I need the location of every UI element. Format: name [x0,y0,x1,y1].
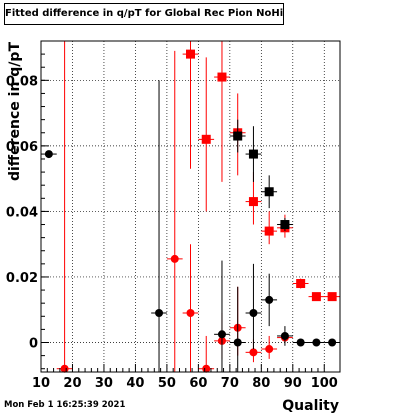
data-point-circle [249,348,258,357]
x-tick-label: 60 [189,376,207,391]
chart-title: Fitted difference in q/pT for Global Rec… [4,3,284,25]
data-point-square [186,49,195,59]
data-point-square [264,226,274,236]
data-point-circle [217,330,226,339]
x-tick-label: 80 [252,376,270,391]
x-tick-label: 40 [126,376,144,391]
data-point-square [248,197,258,207]
data-point-square [264,187,274,197]
data-point-circle [280,331,289,340]
x-tick-label: 100 [311,376,338,391]
data-point-square [311,292,321,302]
data-point-circle [170,254,179,263]
data-point-square [248,149,258,159]
data-point-square [233,131,243,141]
data-point-square [201,134,211,144]
data-point-circle [328,338,337,347]
data-point-circle [249,309,258,318]
x-tick-label: 90 [284,376,302,391]
x-tick-label: 30 [95,376,113,391]
data-point-square [327,292,337,302]
x-axis-title: Quality [282,398,339,414]
data-point-circle [155,309,164,318]
axes: 10 20 30 40 50 60 70 80 90 100 0 0.02 0.04 0.06 0.08 [6,53,338,391]
data-point-circle [233,338,242,347]
x-tick-label: 50 [158,376,176,391]
y-axis-title: difference in q/pT [7,42,23,181]
data-point-square [217,72,227,82]
data-markers [41,41,340,373]
y-tick-label: 0.04 [6,205,38,220]
y-tick-label: 0.08 [6,74,38,89]
x-tick-label: 70 [221,376,239,391]
data-point-circle [186,309,195,318]
timestamp: Mon Feb 1 16:25:39 2021 [4,400,126,410]
plot-frame [40,40,341,373]
y-tick-label: 0.06 [6,140,38,155]
x-tick-label: 10 [32,376,50,391]
data-point-square [280,220,290,230]
series-2 [56,41,293,373]
grid-lines [41,41,340,372]
y-tick-label: 0.02 [6,271,38,286]
data-point-circle [265,295,274,304]
series-3 [229,119,293,232]
data-point-circle [265,345,274,354]
data-point-circle [312,338,321,347]
x-tick-label: 20 [63,376,81,391]
data-point-circle [296,338,305,347]
series-4 [41,80,340,372]
y-tick-label: 0 [29,337,38,352]
data-point-circle [44,150,53,159]
data-point-square [296,279,306,289]
